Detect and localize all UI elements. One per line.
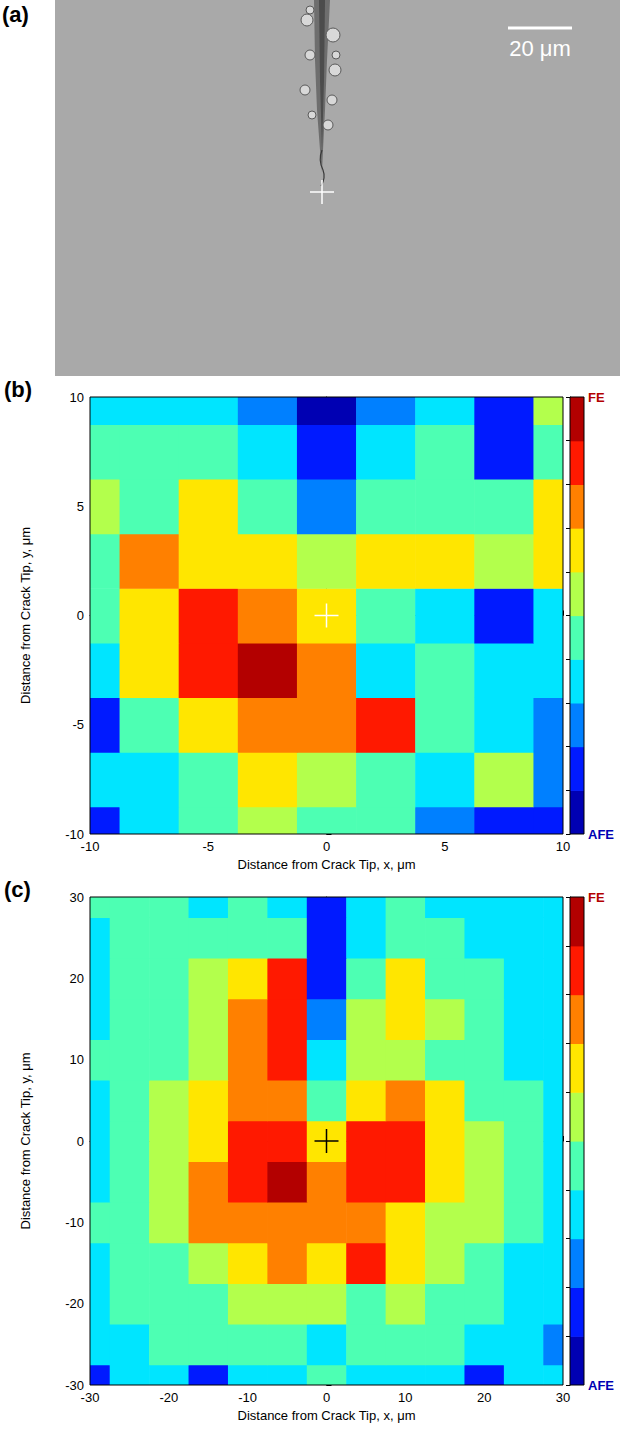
svg-text:(a): (a) bbox=[2, 2, 29, 27]
svg-text:FE: FE bbox=[588, 390, 605, 405]
svg-text:10: 10 bbox=[556, 839, 570, 854]
svg-text:FE: FE bbox=[588, 890, 605, 905]
svg-text:Distance from Crack Tip, y, μm: Distance from Crack Tip, y, μm bbox=[18, 1052, 33, 1229]
svg-text:-10: -10 bbox=[81, 839, 100, 854]
svg-text:5: 5 bbox=[77, 499, 84, 514]
svg-text:Distance from Crack Tip, x, μm: Distance from Crack Tip, x, μm bbox=[238, 1408, 416, 1423]
svg-text:30: 30 bbox=[70, 890, 84, 905]
svg-text:(c): (c) bbox=[4, 878, 31, 902]
svg-text:5: 5 bbox=[441, 839, 448, 854]
svg-text:0: 0 bbox=[323, 839, 330, 854]
svg-text:20 μm: 20 μm bbox=[509, 36, 571, 61]
svg-text:10: 10 bbox=[70, 1052, 84, 1067]
svg-text:10: 10 bbox=[70, 390, 84, 405]
svg-text:20: 20 bbox=[477, 1390, 491, 1405]
svg-text:0: 0 bbox=[77, 608, 84, 623]
svg-text:-5: -5 bbox=[202, 839, 214, 854]
svg-text:AFE: AFE bbox=[588, 1378, 614, 1393]
svg-text:0: 0 bbox=[77, 1134, 84, 1149]
svg-text:30: 30 bbox=[556, 1390, 570, 1405]
svg-text:0: 0 bbox=[323, 1390, 330, 1405]
svg-text:(b): (b) bbox=[4, 378, 32, 402]
svg-text:-20: -20 bbox=[65, 1296, 84, 1311]
svg-text:AFE: AFE bbox=[588, 827, 614, 842]
svg-text:-30: -30 bbox=[81, 1390, 100, 1405]
svg-text:-10: -10 bbox=[65, 1215, 84, 1230]
svg-text:Distance from Crack Tip, x, μm: Distance from Crack Tip, x, μm bbox=[238, 857, 416, 872]
svg-text:20: 20 bbox=[70, 971, 84, 986]
svg-text:-5: -5 bbox=[72, 717, 84, 732]
svg-text:-30: -30 bbox=[65, 1377, 84, 1393]
svg-text:-10: -10 bbox=[65, 826, 84, 842]
svg-text:10: 10 bbox=[398, 1390, 412, 1405]
svg-text:Distance from Crack Tip, y, μm: Distance from Crack Tip, y, μm bbox=[18, 527, 33, 704]
svg-text:-20: -20 bbox=[159, 1390, 178, 1405]
svg-text:-10: -10 bbox=[238, 1390, 257, 1405]
